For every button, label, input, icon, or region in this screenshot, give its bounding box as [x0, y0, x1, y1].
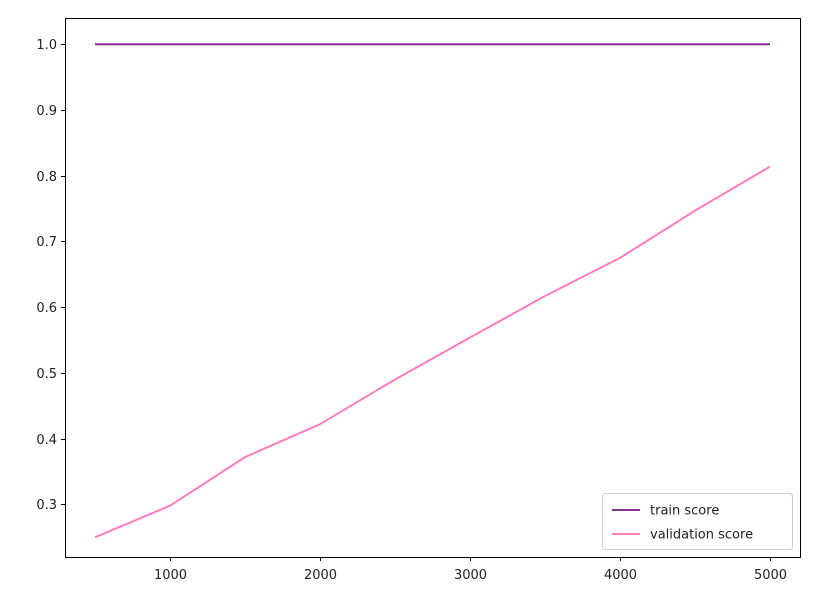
x-tick-label: 5000: [754, 568, 787, 583]
x-tick-label: 1000: [154, 568, 187, 583]
x-axis-ticks: 1000 2000 3000 4000 5000: [154, 557, 787, 583]
y-tick-label: 0.3: [36, 498, 57, 513]
x-tick-label: 3000: [454, 568, 487, 583]
series-line-validation-score: [94, 165, 771, 539]
series-layer: [94, 43, 771, 539]
legend: train score validation score: [602, 493, 793, 550]
legend-box: [602, 493, 793, 550]
legend-label: train score: [650, 504, 719, 519]
plot-frame: [65, 18, 801, 558]
y-tick-label: 0.6: [36, 301, 57, 316]
y-tick-label: 0.5: [36, 367, 57, 382]
y-axis-ticks: 0.3 0.4 0.5 0.6 0.7 0.8 0.9 1.0: [36, 38, 65, 513]
x-tick-label: 4000: [604, 568, 637, 583]
y-tick-label: 0.9: [36, 104, 57, 119]
y-tick-label: 0.7: [36, 235, 57, 250]
x-tick-label: 2000: [304, 568, 337, 583]
y-tick-label: 0.8: [36, 170, 57, 185]
legend-label: validation score: [650, 528, 753, 543]
y-tick-label: 0.4: [36, 433, 57, 448]
y-tick-label: 1.0: [36, 38, 57, 53]
